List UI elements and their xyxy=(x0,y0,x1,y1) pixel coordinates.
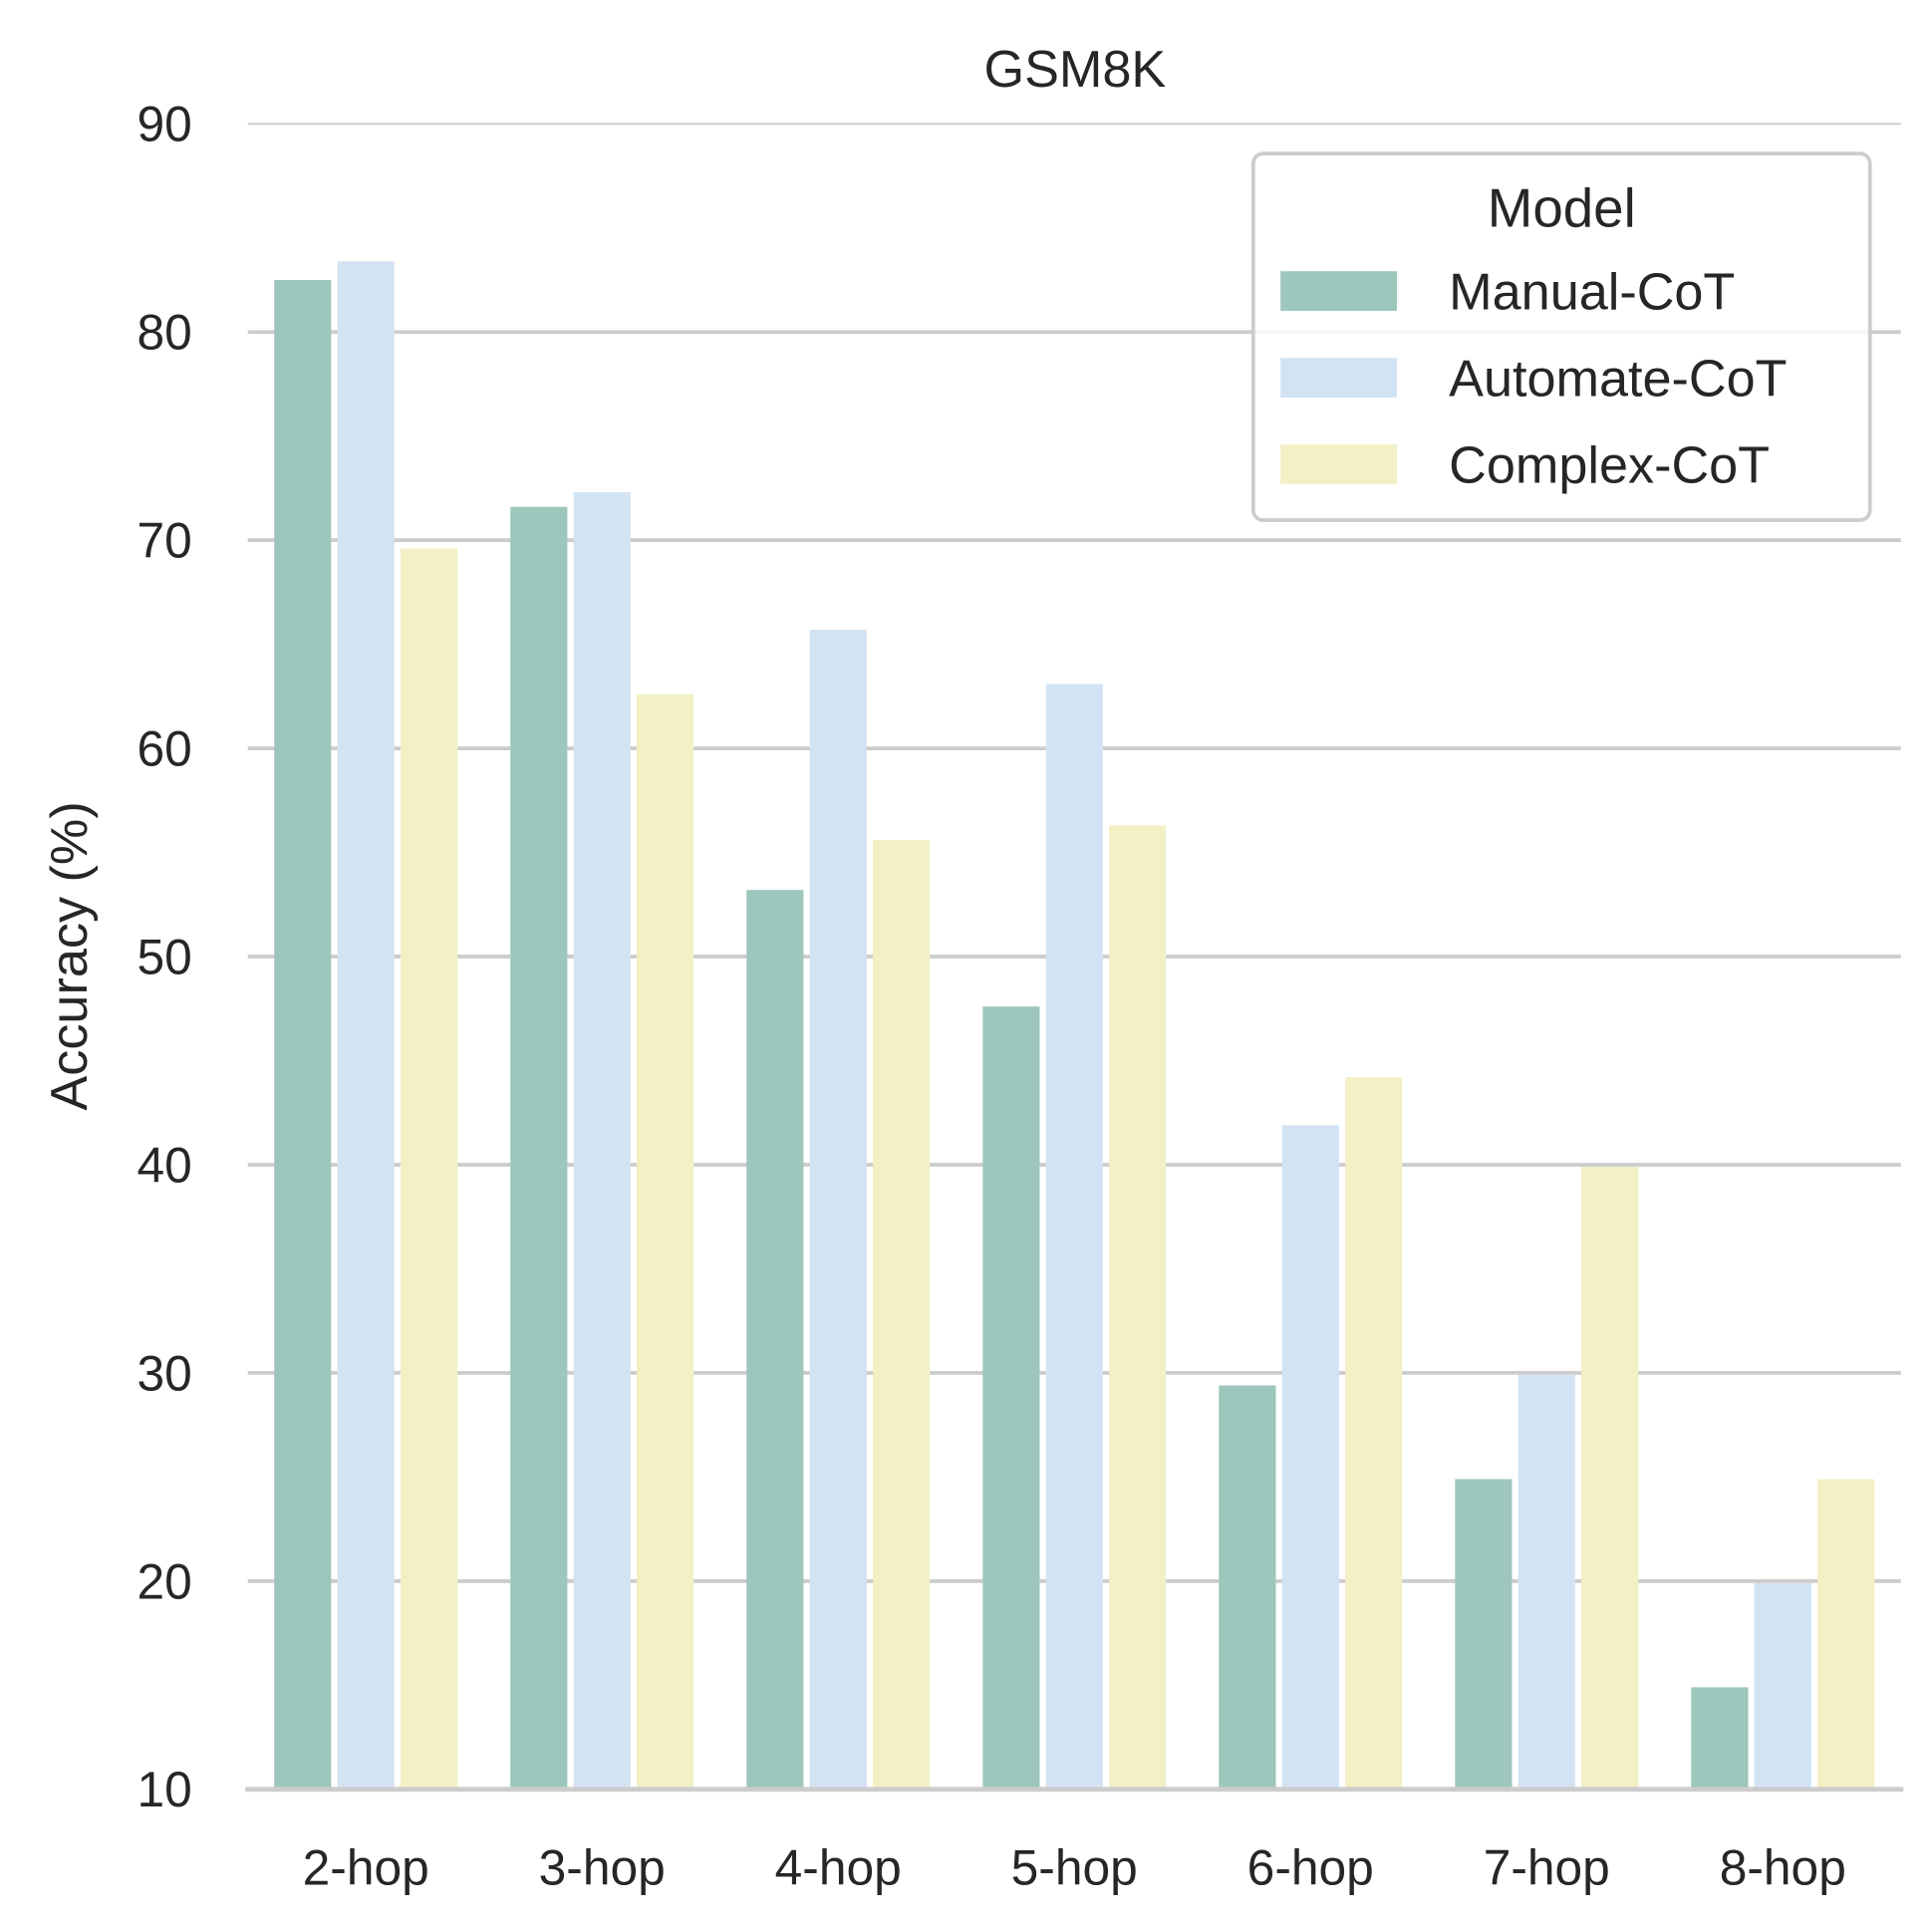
legend-title: Model xyxy=(1488,176,1636,238)
bar-manual-cot xyxy=(510,506,568,1790)
y-tick-label: 80 xyxy=(137,305,191,361)
y-axis-label: Accuracy (%) xyxy=(41,801,99,1110)
x-tick-label: 5-hop xyxy=(1011,1840,1138,1896)
y-tick-label: 70 xyxy=(137,513,191,569)
y-tick-label: 50 xyxy=(137,929,191,984)
bar-complex-cot xyxy=(400,548,458,1790)
y-tick-label: 40 xyxy=(137,1137,191,1193)
bar-manual-cot xyxy=(1691,1687,1749,1790)
x-tick-label: 4-hop xyxy=(775,1840,902,1896)
y-tick-label: 10 xyxy=(137,1762,191,1817)
bar-complex-cot xyxy=(1109,825,1167,1790)
y-tick-label: 30 xyxy=(137,1345,191,1401)
bar-complex-cot xyxy=(873,840,931,1790)
bar-automate-cot xyxy=(1281,1125,1339,1790)
bar-manual-cot xyxy=(982,1006,1040,1790)
bar-manual-cot xyxy=(1455,1479,1513,1790)
x-tick-label: 8-hop xyxy=(1720,1840,1846,1896)
bar-complex-cot xyxy=(1581,1167,1639,1790)
legend-frame xyxy=(1250,151,1872,522)
legend-label: Complex-CoT xyxy=(1449,437,1770,495)
bar-automate-cot xyxy=(809,630,867,1790)
legend-label: Manual-CoT xyxy=(1449,264,1735,322)
legend-swatch xyxy=(1280,444,1397,484)
y-tick-label: 90 xyxy=(137,97,191,152)
y-tick-label: 20 xyxy=(137,1553,191,1609)
legend-swatch xyxy=(1280,271,1397,311)
bar-automate-cot xyxy=(1754,1582,1811,1790)
bar-automate-cot xyxy=(573,492,631,1790)
bar-automate-cot xyxy=(1518,1375,1575,1790)
bar-complex-cot xyxy=(1817,1479,1875,1790)
bar-automate-cot xyxy=(337,261,395,1790)
legend: Model Manual-CoT Automate-CoT Complex-CoT xyxy=(1250,151,1872,522)
x-tick-label: 2-hop xyxy=(303,1840,429,1896)
bars xyxy=(274,261,1875,1790)
bar-manual-cot xyxy=(274,279,332,1790)
x-tick-label: 7-hop xyxy=(1484,1840,1610,1896)
bar-complex-cot xyxy=(637,693,694,1790)
chart-title: GSM8K xyxy=(984,41,1167,99)
bar-complex-cot xyxy=(1345,1077,1403,1790)
axes: 10 20 30 40 50 60 70 80 90 2-hop 3-hop 4-hop 5-hop 6-… xyxy=(137,97,1904,1896)
legend-label: Automate-CoT xyxy=(1449,351,1787,409)
x-tick-label: 3-hop xyxy=(539,1840,666,1896)
bar-manual-cot xyxy=(746,890,804,1790)
legend-swatch xyxy=(1280,358,1397,398)
x-tick-label: 6-hop xyxy=(1247,1840,1374,1896)
bar-automate-cot xyxy=(1045,684,1103,1790)
bar-manual-cot xyxy=(1219,1385,1276,1790)
y-tick-label: 60 xyxy=(137,721,191,777)
